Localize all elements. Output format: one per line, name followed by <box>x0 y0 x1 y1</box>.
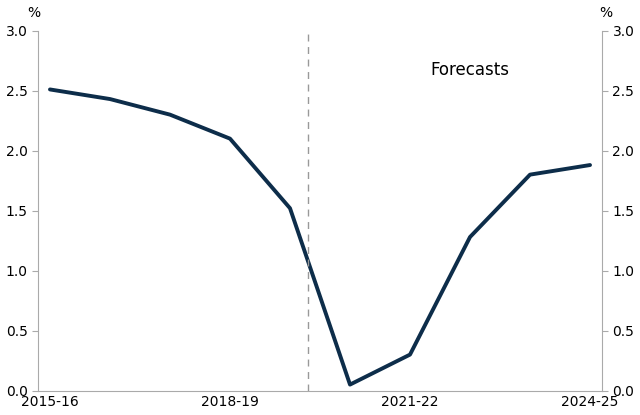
Text: %: % <box>27 5 40 20</box>
Text: %: % <box>599 5 612 20</box>
Text: Forecasts: Forecasts <box>431 61 509 79</box>
